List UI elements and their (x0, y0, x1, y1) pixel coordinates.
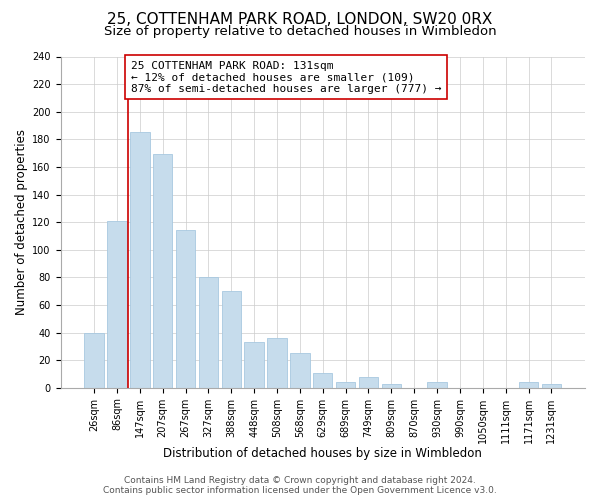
Bar (85, 332, 104, 388)
Text: 25 COTTENHAM PARK ROAD: 131sqm
← 12% of detached houses are smaller (109)
87% of: 25 COTTENHAM PARK ROAD: 131sqm ← 12% of … (131, 60, 441, 94)
Bar (107, 220, 127, 388)
Bar (359, 376, 378, 388)
Bar (221, 291, 241, 388)
X-axis label: Distribution of detached houses by size in Wimbledon: Distribution of detached houses by size … (163, 447, 482, 460)
Bar (130, 132, 149, 388)
Text: Size of property relative to detached houses in Wimbledon: Size of property relative to detached ho… (104, 25, 496, 38)
Bar (199, 278, 218, 388)
Bar (519, 382, 538, 388)
Y-axis label: Number of detached properties: Number of detached properties (15, 129, 28, 315)
Bar (542, 384, 561, 388)
Bar (268, 338, 287, 388)
Bar (153, 154, 172, 388)
Text: 25, COTTENHAM PARK ROAD, LONDON, SW20 0RX: 25, COTTENHAM PARK ROAD, LONDON, SW20 0R… (107, 12, 493, 28)
Bar (313, 372, 332, 388)
Bar (290, 353, 310, 388)
Bar (176, 230, 195, 388)
Bar (244, 342, 264, 388)
Bar (427, 382, 447, 388)
Text: Contains HM Land Registry data © Crown copyright and database right 2024.
Contai: Contains HM Land Registry data © Crown c… (103, 476, 497, 495)
Bar (382, 384, 401, 388)
Bar (336, 382, 355, 388)
